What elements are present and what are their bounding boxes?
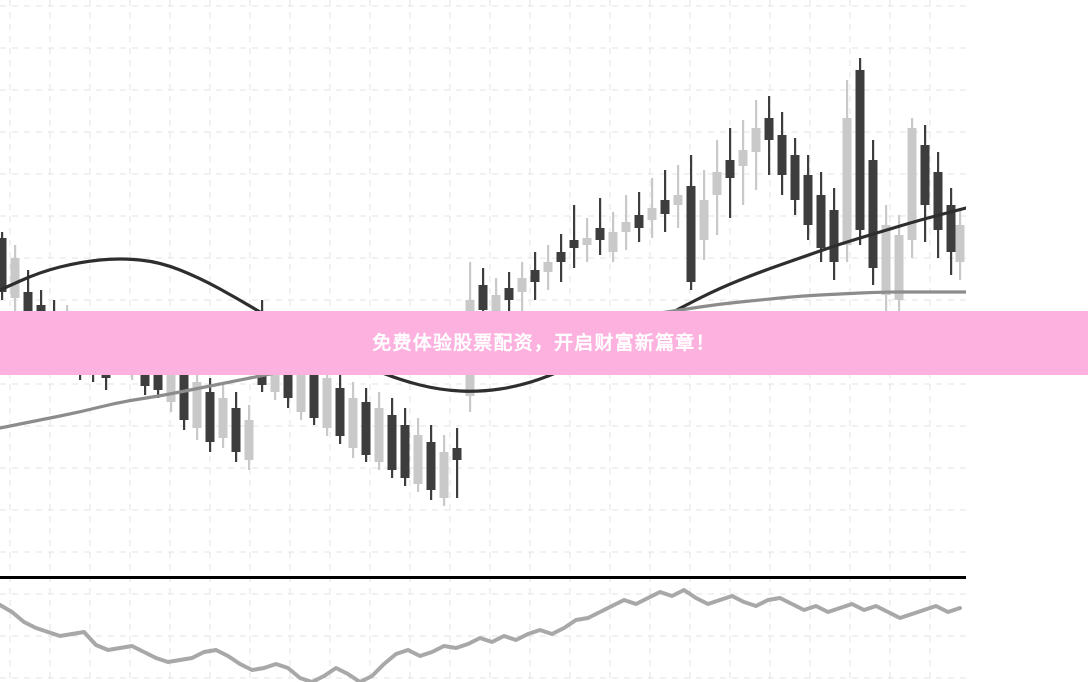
panel-separator-line bbox=[0, 576, 966, 579]
moving-average-fast-line bbox=[0, 206, 966, 393]
indicator-oscillator-line bbox=[0, 588, 962, 682]
candlestick-series bbox=[0, 58, 965, 506]
promo-banner[interactable]: 免费体验股票配资，开启财富新篇章！ bbox=[0, 311, 1088, 375]
promo-banner-text: 免费体验股票配资，开启财富新篇章！ bbox=[372, 332, 716, 354]
